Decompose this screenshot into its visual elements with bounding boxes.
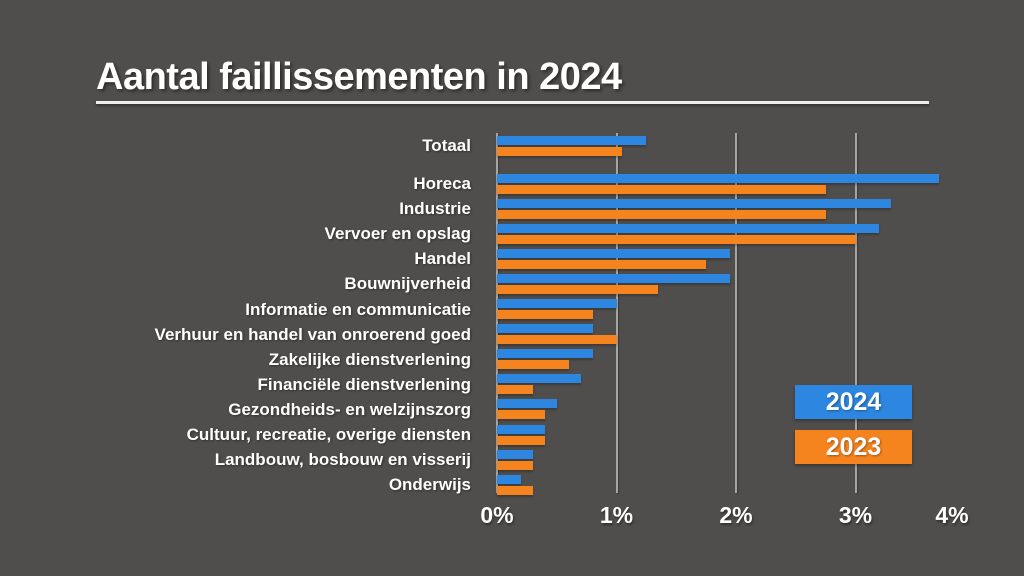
bar-2023: [497, 259, 707, 269]
bar-2024: [497, 474, 521, 484]
bar-2023: [497, 284, 659, 294]
chart-row: Bouwnijverheid: [0, 271, 1024, 296]
bar-2023: [497, 385, 533, 395]
chart-title: Aantal faillissementen in 2024: [96, 56, 622, 98]
bar-2023: [497, 435, 545, 445]
bar-chart: Totaal Horeca Industrie Vervoer en opslag Ha…: [0, 133, 1024, 533]
chart-row: Vervoer en opslag: [0, 221, 1024, 246]
bar-2023: [497, 310, 593, 319]
chart-row: Onderwijs: [0, 472, 1024, 497]
category-label: Gezondheids- en welzijnszorg: [228, 399, 471, 419]
category-label: Totaal: [422, 136, 471, 155]
category-label: Onderwijs: [388, 475, 471, 495]
chart-row: Gezondheids- en welzijnszorg: [0, 397, 1024, 422]
chart-row: Cultuur, recreatie, overige diensten: [0, 422, 1024, 447]
bar-2023: [497, 234, 856, 244]
bar-2024: [497, 198, 892, 208]
bar-2024: [497, 273, 731, 283]
x-tick-label: 1%: [599, 502, 634, 528]
category-label: Informatie en communicatie: [245, 299, 471, 319]
category-label: Financiële dienstverlening: [257, 374, 471, 394]
bar-2024: [497, 399, 557, 409]
bar-2024: [497, 135, 647, 145]
bar-2023: [497, 460, 533, 470]
legend-item-2023: 2023: [795, 430, 912, 464]
chart-row: Verhuur en handel van onroerend goed: [0, 322, 1024, 347]
chart-row: Handel: [0, 246, 1024, 271]
chart-row: Zakelijke dienstverlening: [0, 347, 1024, 372]
bar-2023: [497, 410, 545, 420]
category-label: Industrie: [399, 199, 471, 219]
chart-row: Informatie en communicatie: [0, 297, 1024, 322]
x-tick-label: 4%: [935, 502, 969, 528]
bar-2023: [497, 335, 617, 345]
bar-2024: [497, 223, 880, 233]
bar-2023: [497, 360, 569, 370]
category-label: Vervoer en opslag: [324, 224, 471, 244]
bar-2024: [497, 173, 940, 183]
bar-2023: [497, 485, 533, 495]
category-label: Bouwnijverheid: [344, 274, 471, 294]
bar-2023: [497, 146, 623, 156]
category-label: Landbouw, bosbouw en visserij: [214, 450, 471, 470]
category-label: Verhuur en handel van onroerend goed: [154, 324, 471, 344]
legend-item-2024: 2024: [795, 385, 912, 419]
x-tick-label: 2%: [719, 502, 753, 528]
chart-row: Financiële dienstverlening: [0, 372, 1024, 397]
gridline-3%: [854, 133, 857, 493]
category-label: Horeca: [413, 174, 471, 193]
bar-2024: [497, 324, 593, 334]
bar-2024: [497, 449, 533, 459]
chart-row: Industrie: [0, 196, 1024, 221]
bar-2024: [497, 374, 581, 384]
category-label: Cultuur, recreatie, overige diensten: [186, 425, 471, 444]
chart-row: Totaal: [0, 133, 1024, 158]
bar-2024: [497, 424, 545, 434]
bar-2023: [497, 209, 826, 219]
gridline-2%: [735, 133, 737, 493]
category-label: Handel: [414, 249, 471, 269]
bar-2024: [497, 248, 731, 258]
bar-2024: [497, 299, 617, 308]
chart-row: Landbouw, bosbouw en visserij: [0, 447, 1024, 472]
chart-legend: 2024 2023: [795, 385, 912, 475]
x-tick-label: 0%: [480, 502, 514, 528]
bar-2024: [497, 349, 593, 359]
chart-row: Horeca: [0, 171, 1024, 196]
gridline-1%: [615, 133, 618, 493]
title-underline: [96, 101, 929, 104]
category-label: Zakelijke dienstverlening: [268, 349, 471, 369]
x-tick-label: 3%: [838, 502, 873, 528]
bar-2023: [497, 184, 826, 194]
